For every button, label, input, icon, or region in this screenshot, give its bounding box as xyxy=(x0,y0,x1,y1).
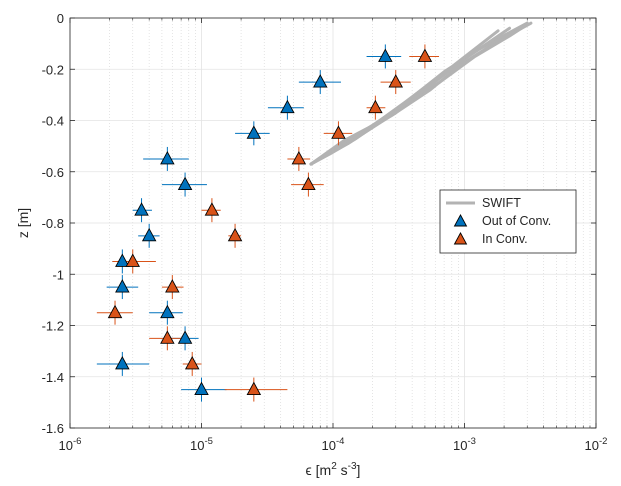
x-tick-label: 10-6 xyxy=(59,436,82,453)
in-conv-marker xyxy=(204,202,220,216)
legend-swift-label: SWIFT xyxy=(482,196,521,210)
legend-in-conv-label: In Conv. xyxy=(482,232,528,246)
x-tick-label: 10-5 xyxy=(190,436,213,453)
out-of-conv-marker xyxy=(160,304,175,319)
x-axis-label: ϵ [m2 s-3] xyxy=(306,461,361,478)
y-tick-label: -1.4 xyxy=(42,370,64,385)
in-conv-marker xyxy=(368,99,383,114)
in-conv-marker xyxy=(227,227,243,242)
out-of-conv-marker xyxy=(115,355,130,370)
y-tick-label: -0.6 xyxy=(42,165,64,180)
in-conv-marker xyxy=(301,176,316,191)
x-tick-labels: 10-6 10-5 10-4 10-3 10-2 xyxy=(59,436,608,453)
y-tick-label: -1.6 xyxy=(42,421,64,436)
swift-series xyxy=(309,21,533,166)
y-tick-label: -0.4 xyxy=(42,114,64,129)
in-conv-marker xyxy=(160,330,175,344)
out-of-conv-marker xyxy=(194,381,209,396)
out-of-conv-marker xyxy=(246,125,262,139)
swift-profile-line xyxy=(309,24,527,166)
axis-ticks xyxy=(69,17,597,429)
marker-series xyxy=(96,44,440,402)
x-tick-label: 10-3 xyxy=(453,436,476,453)
legend-in-conv-swatch xyxy=(453,232,468,245)
y-axis-label: z [m] xyxy=(15,208,31,238)
legend-out-of-conv-swatch xyxy=(453,214,468,227)
in-conv-marker xyxy=(246,381,262,396)
in-conv-marker xyxy=(184,355,200,370)
in-conv-marker xyxy=(165,279,180,293)
y-tick-label: -0.2 xyxy=(42,62,64,77)
out-of-conv-marker xyxy=(177,330,193,344)
out-of-conv-marker xyxy=(280,99,295,114)
legend-out-of-conv-label: Out of Conv. xyxy=(482,214,551,228)
out-of-conv-marker xyxy=(115,253,130,267)
in-conv-marker xyxy=(125,253,140,267)
out-of-conv-marker xyxy=(378,48,393,62)
in-conv-marker xyxy=(331,125,346,139)
in-conv-marker xyxy=(107,304,123,319)
in-conv-marker xyxy=(417,48,433,62)
out-of-conv-marker xyxy=(313,74,328,88)
out-of-conv-marker xyxy=(160,150,175,165)
in-conv-marker xyxy=(291,150,307,165)
swift-profile-line xyxy=(309,29,500,166)
y-tick-label: 0 xyxy=(57,11,64,26)
y-tick-labels: 0 -0.2 -0.4 -0.6 -0.8 -1 -1.2 -1.4 -1.6 xyxy=(42,11,64,436)
y-tick-label: -1.2 xyxy=(42,319,64,334)
in-conv-marker xyxy=(388,74,403,88)
out-of-conv-marker xyxy=(141,227,157,242)
out-of-conv-marker xyxy=(177,176,193,191)
out-of-conv-marker xyxy=(134,202,149,216)
x-tick-label: 10-4 xyxy=(322,436,345,453)
x-tick-label: 10-2 xyxy=(585,436,608,453)
y-tick-label: -0.8 xyxy=(42,216,64,231)
y-tick-label: -1 xyxy=(52,267,64,282)
legend: SWIFT Out of Conv. In Conv. xyxy=(439,189,577,254)
out-of-conv-marker xyxy=(115,279,130,293)
